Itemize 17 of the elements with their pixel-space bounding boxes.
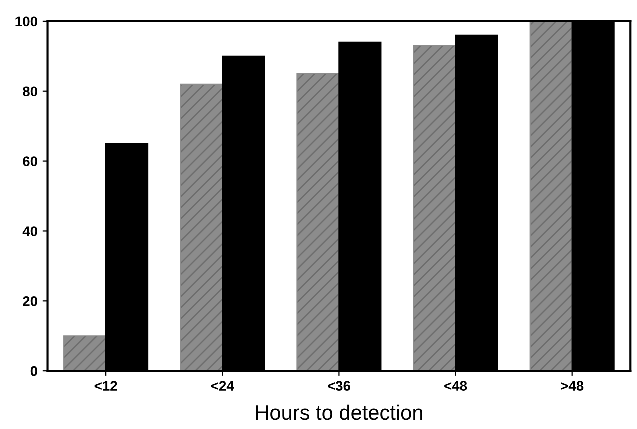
bar <box>530 21 573 372</box>
x-tick-label: <12 <box>94 381 118 391</box>
y-tick-label: 60 <box>23 156 38 166</box>
y-tick-label: 100 <box>16 16 38 27</box>
bar <box>296 73 340 372</box>
x-tick-label: <36 <box>328 381 350 392</box>
y-tick-label: 0 <box>30 366 38 376</box>
x-tick-label: >48 <box>561 381 584 392</box>
y-tick-label: 20 <box>23 296 38 306</box>
y-tick-label: 40 <box>22 226 38 236</box>
y-tick-label: 80 <box>23 86 38 97</box>
bar <box>64 336 107 372</box>
bar <box>413 45 456 372</box>
bar <box>180 84 224 372</box>
x-tick-label: <48 <box>444 381 468 392</box>
x-tick-label: <24 <box>211 381 234 391</box>
x-axis-title: Hours to detection <box>256 404 422 420</box>
